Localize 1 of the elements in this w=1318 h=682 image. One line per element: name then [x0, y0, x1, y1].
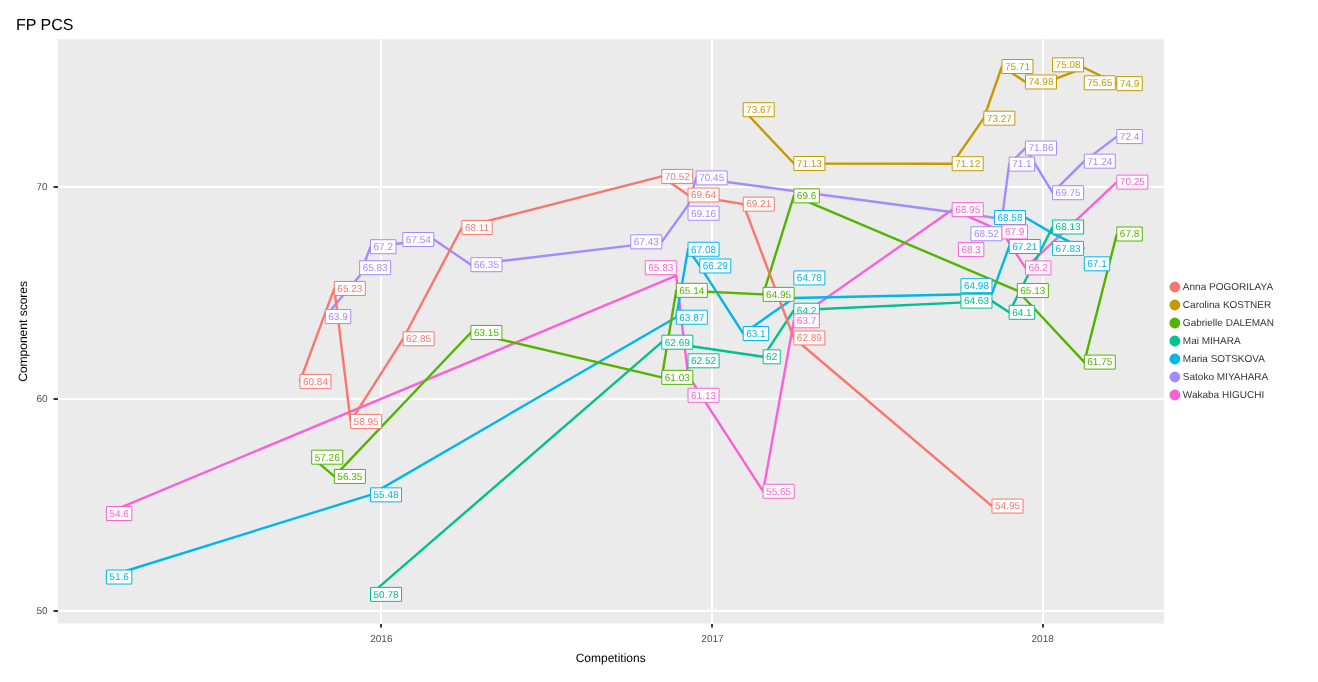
chart-title: FP PCS — [16, 16, 74, 35]
